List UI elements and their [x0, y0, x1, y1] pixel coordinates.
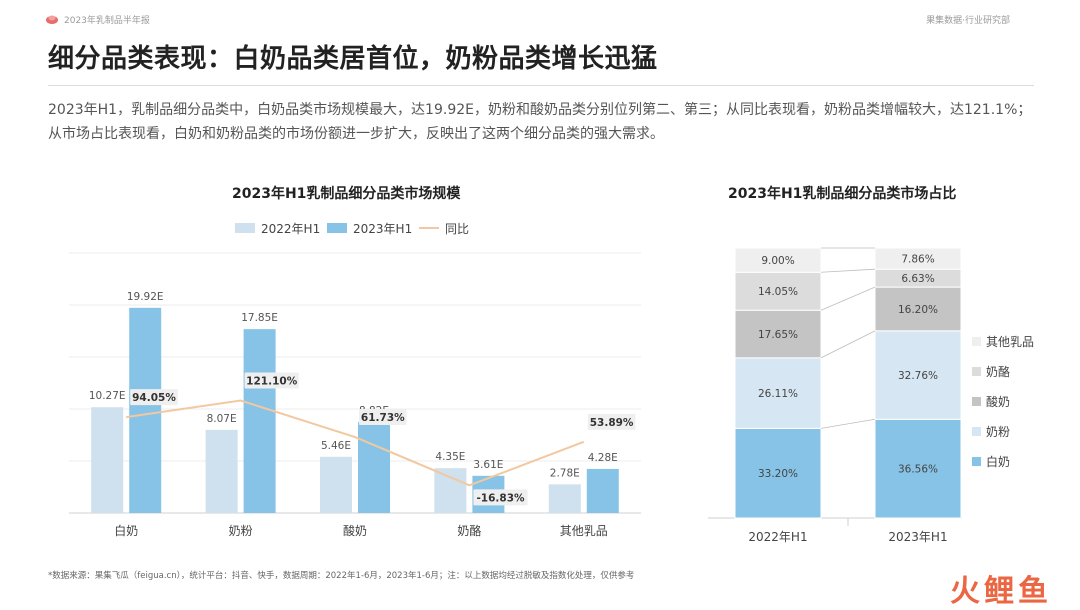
source-tag: 果集数据·行业研究部 [926, 16, 1010, 26]
bar-value-label: 8.07E [207, 413, 237, 425]
segment-value-label: 17.65% [758, 329, 798, 341]
connector-line [820, 330, 876, 359]
bar-value-label: 4.28E [588, 452, 618, 464]
brand-logo-icon [46, 15, 58, 24]
bar-value-label: 2.78E [550, 467, 580, 479]
report-name: 2023年乳制品半年报 [64, 16, 150, 26]
legend-label: 奶粉 [986, 425, 1010, 439]
bar-2023 [243, 329, 276, 513]
legend-swatch [972, 367, 981, 376]
x-tick-label: 2023年H1 [888, 530, 947, 544]
bar-2022 [434, 468, 467, 513]
legend-label: 白奶 [986, 454, 1010, 469]
segment-value-label: 9.00% [761, 255, 794, 267]
bar-value-label: 17.85E [241, 312, 278, 324]
bar-2022 [548, 484, 581, 513]
legend-swatch [972, 397, 981, 406]
stack-segment [874, 247, 962, 270]
bar-2022 [320, 456, 352, 513]
x-tick-label: 奶粉 [229, 524, 253, 538]
x-tick-label: 酸奶 [343, 523, 367, 538]
page-title: 细分品类表现：白奶品类居首位，奶粉品类增长迅猛 [48, 44, 658, 74]
bar-value-label: 4.35E [435, 451, 465, 463]
legend-label: 其他乳品 [986, 335, 1034, 349]
stack-segment [734, 271, 822, 311]
watermark-logo: 火鲤鱼 [950, 574, 1052, 609]
connector-line [820, 286, 876, 311]
stack-segment [874, 330, 962, 420]
stack-segment [734, 357, 822, 429]
yoy-line [126, 399, 585, 487]
connector-line [820, 418, 876, 429]
segment-value-label: 36.56% [898, 464, 938, 476]
market-size-chart: 2022年H1 2023年H1 同比 10.27E 19.92E 白奶 8.07E 17.85… [69, 222, 641, 538]
bar-2023 [358, 422, 390, 513]
legend-label: 奶酪 [986, 364, 1010, 379]
stack-segment [734, 427, 822, 519]
yoy-value-label: 94.05% [132, 392, 176, 404]
x-tick-label: 其他乳品 [560, 524, 608, 538]
legend-swatch [972, 457, 981, 466]
yoy-value-label: -16.83% [476, 492, 525, 504]
bar-value-label: 3.61E [473, 459, 503, 471]
stack-segment [734, 247, 822, 273]
segment-value-label: 6.63% [901, 273, 934, 285]
x-tick-label: 奶酪 [457, 523, 481, 538]
summary-text: 2023年H1，乳制品细分品类中，白奶品类市场规模最大，达19.92E，奶粉和酸… [48, 102, 1032, 142]
stack-segment [734, 309, 822, 359]
x-tick-label: 白奶 [114, 523, 138, 538]
bar-2022 [205, 429, 238, 513]
legend-swatch [972, 337, 981, 346]
legend-label: 酸奶 [986, 394, 1010, 409]
bar-value-label: 19.92E [127, 291, 164, 303]
legend-label: 同比 [445, 222, 469, 236]
yoy-value-label: 61.73% [361, 412, 405, 424]
footnote: *数据来源：果集飞瓜（feigua.cn），统计平台：抖音、快手，数据周期：20… [48, 571, 635, 581]
market-share-chart: 33.20% 26.11% 17.65% 14.05% 9.00% 2022年H1 36.5… [708, 247, 1034, 544]
segment-value-label: 7.86% [901, 254, 934, 266]
legend-label: 2023年H1 [353, 222, 412, 236]
legend-label: 2022年H1 [261, 222, 320, 236]
market-size-chart-title: 2023年H1乳制品细分品类市场规模 [232, 186, 461, 202]
bar-2023 [586, 468, 619, 513]
connector-line [820, 268, 876, 273]
market-share-chart-title: 2023年H1乳制品细分品类市场占比 [728, 186, 957, 202]
bar-value-label: 5.46E [321, 440, 351, 452]
stack-segment [874, 286, 962, 332]
segment-value-label: 16.20% [898, 304, 938, 316]
stack-segment [874, 418, 962, 519]
top-bar: 2023年乳制品半年报 果集数据·行业研究部 [46, 12, 1010, 28]
legend-swatch [972, 427, 981, 436]
bar-2023 [129, 307, 162, 513]
x-tick-label: 2022年H1 [748, 530, 807, 544]
yoy-label-bg [130, 389, 178, 406]
title-divider [48, 85, 1034, 86]
yoy-label-bg [359, 409, 407, 426]
segment-value-label: 26.11% [758, 388, 798, 400]
bar-2022 [91, 407, 124, 513]
segment-value-label: 32.76% [898, 370, 938, 382]
yoy-label-bg [473, 489, 528, 506]
segment-value-label: 33.20% [758, 468, 798, 480]
legend-swatch [327, 223, 347, 233]
yoy-label-bg [587, 413, 636, 430]
bar-value-label: 10.27E [89, 390, 126, 402]
yoy-value-label: 121.10% [246, 376, 298, 388]
yoy-value-label: 53.89% [590, 417, 634, 429]
legend-swatch [235, 223, 255, 233]
yoy-label-bg [244, 372, 299, 389]
segment-value-label: 14.05% [758, 286, 798, 298]
